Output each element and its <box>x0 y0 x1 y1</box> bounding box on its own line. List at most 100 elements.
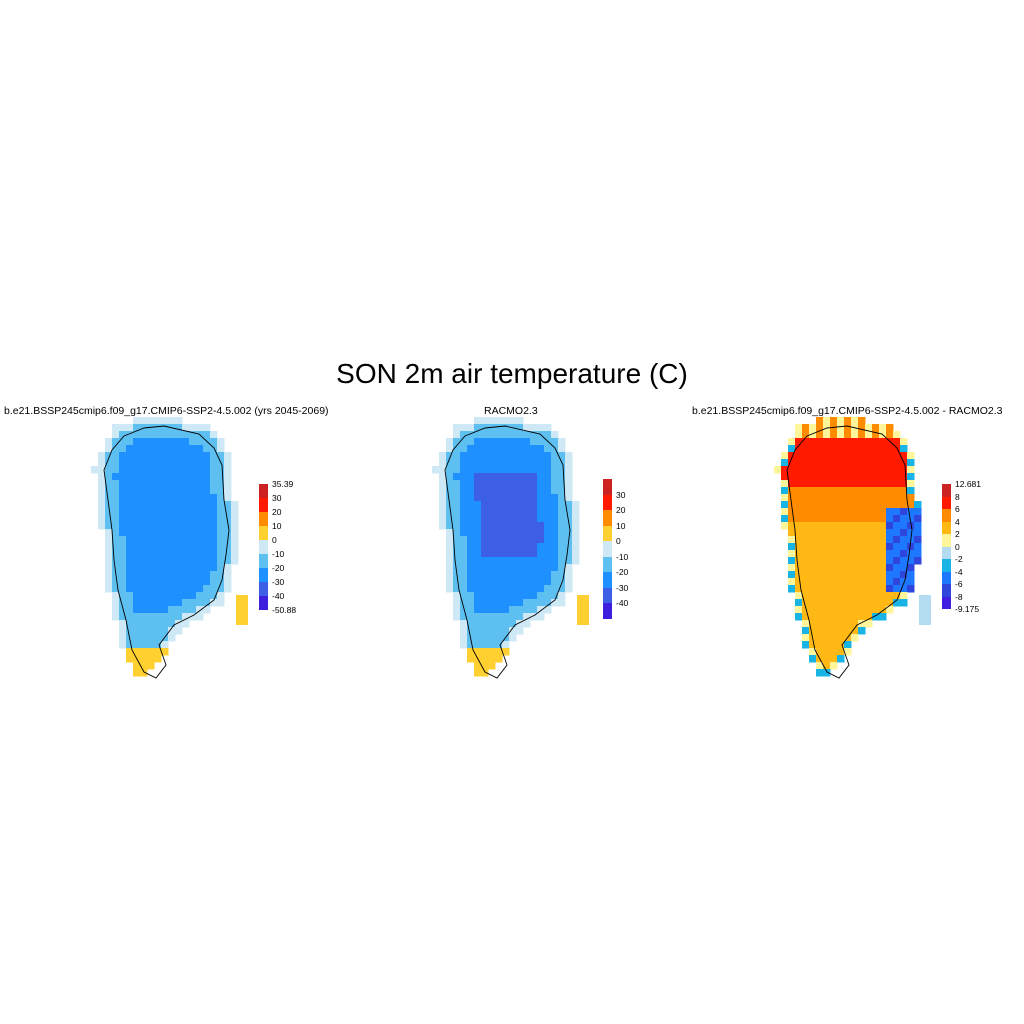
map-cell <box>147 613 155 621</box>
map-cell <box>481 634 489 642</box>
map-cell <box>516 550 524 558</box>
map-cell <box>112 578 120 586</box>
map-cell <box>168 522 176 530</box>
map-cell <box>551 494 559 502</box>
map-cell <box>182 550 190 558</box>
map-cell <box>879 438 887 446</box>
map-cell <box>481 459 489 467</box>
map-cell <box>879 466 887 474</box>
map-cell <box>105 508 113 516</box>
map-cell <box>154 424 162 432</box>
map-cell <box>865 564 873 572</box>
map-cell <box>189 543 197 551</box>
map-cell <box>168 557 176 565</box>
map-cell <box>481 438 489 446</box>
map-cell <box>481 515 489 523</box>
map-cell <box>865 473 873 481</box>
map-cell <box>551 571 559 579</box>
map-cell <box>210 480 218 488</box>
map-cell <box>816 557 824 565</box>
map-cell <box>161 494 169 502</box>
map-cell <box>467 648 475 656</box>
map-cell <box>516 543 524 551</box>
map-cell <box>467 508 475 516</box>
map-cell <box>161 627 169 635</box>
map-cell <box>837 494 845 502</box>
map-cell <box>795 578 803 586</box>
map-cell <box>837 564 845 572</box>
map-cell <box>196 487 204 495</box>
map-cell <box>488 564 496 572</box>
map-cell <box>474 494 482 502</box>
map-cell <box>217 466 225 474</box>
map-cell <box>879 494 887 502</box>
map-cell <box>147 627 155 635</box>
map-cell <box>788 494 796 502</box>
map-cell <box>460 543 468 551</box>
map-cell <box>460 592 468 600</box>
map-cell <box>537 550 545 558</box>
map-cell <box>161 501 169 509</box>
map-cell <box>460 494 468 502</box>
map-cell <box>154 613 162 621</box>
map-cell <box>147 620 155 628</box>
map-cell <box>446 494 454 502</box>
map-cell <box>98 487 106 495</box>
map-cell <box>119 515 127 523</box>
map-cell <box>224 473 232 481</box>
map-cell <box>474 578 482 586</box>
map-cell <box>502 578 510 586</box>
map-cell <box>175 515 183 523</box>
map-cell <box>551 501 559 509</box>
map-cell <box>837 550 845 558</box>
map-cell <box>886 578 894 586</box>
colorbar-label: 2 <box>955 529 960 539</box>
map-cell <box>544 466 552 474</box>
map-cell <box>481 431 489 439</box>
map-cell <box>851 592 859 600</box>
map-cell <box>439 487 447 495</box>
map-cell <box>851 480 859 488</box>
map-cell <box>865 501 873 509</box>
map-cell <box>217 564 225 572</box>
map-cell <box>217 487 225 495</box>
map-cell <box>544 445 552 453</box>
map-cell <box>795 536 803 544</box>
map-cell <box>900 536 908 544</box>
map-cell <box>446 522 454 530</box>
map-cell <box>168 515 176 523</box>
map-cell <box>865 543 873 551</box>
map-cell <box>203 592 211 600</box>
map-cell <box>474 634 482 642</box>
map-cell <box>830 459 838 467</box>
map-cell <box>830 641 838 649</box>
map-cell <box>919 595 931 625</box>
map-cell <box>907 571 915 579</box>
map-cell <box>802 599 810 607</box>
map-cell <box>112 529 120 537</box>
map-cell <box>488 655 496 663</box>
map-cell <box>98 494 106 502</box>
map-cell <box>453 522 461 530</box>
map-cell <box>126 648 134 656</box>
map-cell <box>879 501 887 509</box>
map-cell <box>460 634 468 642</box>
map-cell <box>126 522 134 530</box>
map-cell <box>126 536 134 544</box>
map-cell <box>488 515 496 523</box>
map-cell <box>453 529 461 537</box>
map-cell <box>154 592 162 600</box>
map-cell <box>865 585 873 593</box>
map-cell <box>802 578 810 586</box>
map-cell <box>126 487 134 495</box>
map-cell <box>175 571 183 579</box>
map-cell <box>865 522 873 530</box>
map-cell <box>126 480 134 488</box>
map-cell <box>217 522 225 530</box>
map-cell <box>558 529 566 537</box>
map-cell <box>147 438 155 446</box>
map-cell <box>495 515 503 523</box>
colorbar-box <box>603 510 612 526</box>
map-cell <box>565 501 573 509</box>
map-cell <box>837 585 845 593</box>
